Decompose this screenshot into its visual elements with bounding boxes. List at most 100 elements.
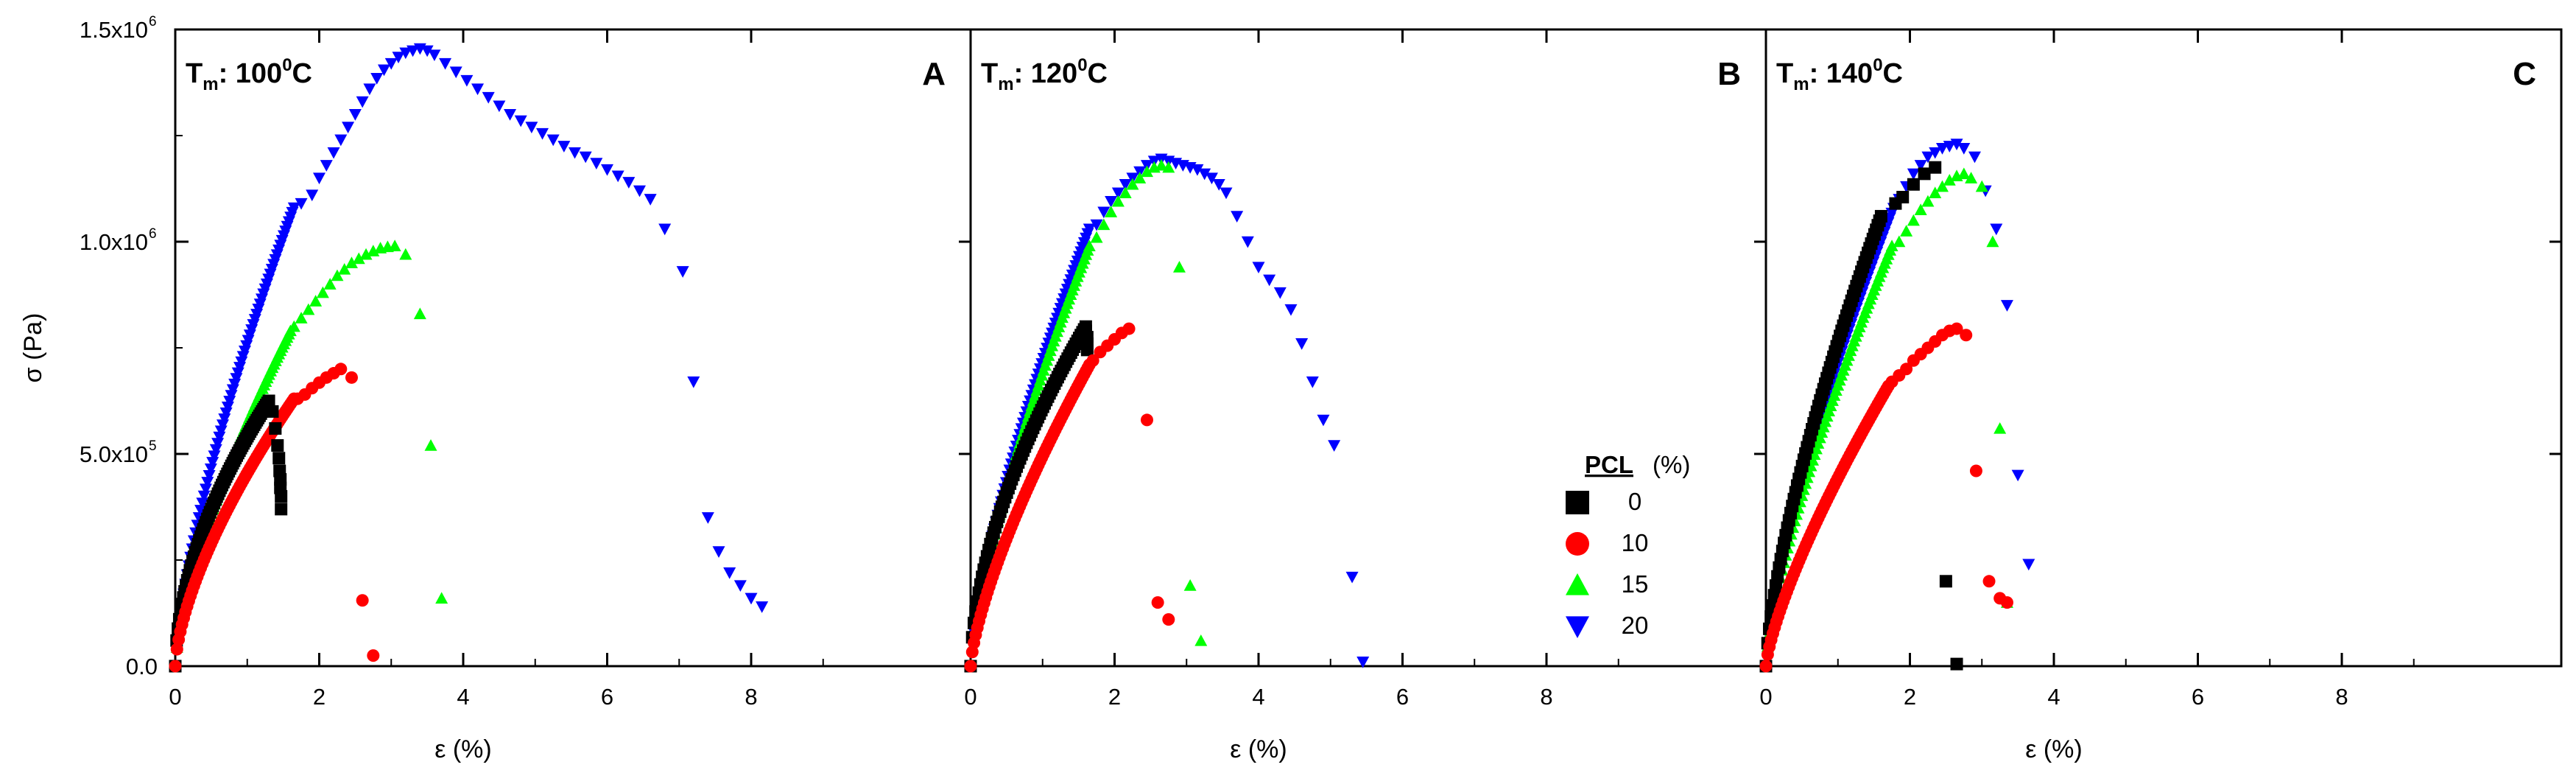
data-point-pcl15 — [338, 262, 351, 275]
data-point-pcl15 — [1957, 167, 1971, 180]
data-point-pcl20 — [439, 57, 452, 70]
data-point-pcl10 — [2000, 596, 2013, 609]
data-point-pcl15-band — [1083, 239, 1096, 251]
data-point-pcl15 — [1893, 235, 1906, 248]
x-tick-label: 8 — [1540, 684, 1552, 710]
x-axis-label: ε (%) — [1230, 735, 1287, 763]
data-point-pcl20 — [392, 52, 405, 63]
data-point-pcl10 — [1086, 354, 1099, 367]
x-tick-label: 4 — [1252, 684, 1264, 710]
data-point-pcl20 — [1220, 187, 1233, 200]
data-point-pcl15 — [1183, 579, 1197, 591]
data-point-pcl20 — [384, 57, 398, 70]
data-point-pcl15 — [1935, 180, 1949, 192]
data-point-pcl20 — [1241, 236, 1254, 248]
temperature-label-part: : 140 — [1809, 58, 1873, 89]
data-point-pcl10 — [1969, 464, 1982, 478]
data-point-pcl0 — [1080, 343, 1094, 357]
data-point-pcl20 — [1111, 187, 1125, 200]
data-point-pcl20 — [295, 197, 308, 210]
data-point-pcl20 — [644, 194, 657, 206]
data-point-pcl15 — [323, 278, 337, 290]
data-point-pcl20-band — [287, 202, 300, 214]
x-tick-label: 0 — [964, 684, 976, 710]
data-point-pcl15 — [1105, 206, 1118, 217]
data-point-pcl0-band — [1874, 209, 1887, 223]
data-point-pcl20 — [1306, 376, 1319, 388]
data-point-pcl20 — [1119, 179, 1132, 191]
data-point-pcl20 — [1205, 172, 1218, 185]
data-point-pcl15 — [331, 269, 344, 281]
data-point-pcl15 — [1097, 218, 1111, 231]
data-point-pcl20 — [579, 151, 592, 164]
data-point-pcl10-band — [169, 660, 182, 673]
temperature-label-part: m — [1793, 74, 1809, 94]
y-tick-label-exponent: 6 — [149, 14, 157, 29]
data-point-pcl0 — [1939, 575, 1952, 588]
data-point-pcl10-band — [964, 660, 977, 673]
data-point-pcl20 — [622, 177, 636, 189]
data-point-pcl20 — [525, 122, 538, 133]
data-point-pcl15 — [1975, 180, 1988, 192]
legend-label: 15 — [1622, 570, 1649, 598]
data-point-pcl20 — [712, 546, 725, 558]
data-point-pcl20-band — [208, 450, 221, 463]
temperature-label-part: T — [981, 58, 998, 89]
data-point-pcl20 — [1907, 168, 1920, 181]
data-point-pcl0 — [269, 422, 282, 435]
data-point-pcl15 — [1965, 172, 1978, 183]
data-marks-layer — [169, 43, 2035, 673]
legend-marker-pcl20 — [1566, 616, 1589, 638]
data-point-pcl20 — [407, 45, 420, 57]
data-point-pcl0 — [272, 452, 286, 465]
data-point-pcl15 — [309, 295, 323, 307]
data-point-pcl15 — [1986, 235, 1999, 248]
data-point-pcl15 — [1914, 203, 1927, 216]
data-point-pcl20 — [546, 134, 560, 147]
data-point-pcl0 — [1918, 167, 1931, 181]
x-tick-label: 6 — [2192, 684, 2204, 710]
data-point-pcl0 — [1907, 178, 1920, 191]
data-point-pcl15 — [367, 245, 380, 256]
data-point-pcl15 — [1900, 225, 1913, 237]
data-point-pcl10 — [334, 363, 348, 376]
data-point-pcl20 — [756, 601, 769, 613]
data-point-pcl10 — [1982, 575, 1996, 588]
legend-label: 10 — [1622, 529, 1649, 556]
data-point-pcl15 — [1943, 173, 1956, 186]
data-point-pcl20 — [1252, 262, 1265, 274]
data-point-pcl15 — [316, 286, 329, 298]
data-point-pcl20 — [1943, 141, 1956, 153]
data-point-pcl20 — [471, 83, 485, 96]
legend-marker-pcl10 — [1566, 532, 1589, 556]
temperature-label-part: : 100 — [219, 58, 283, 89]
data-point-pcl20 — [1968, 151, 1981, 164]
data-point-pcl20 — [1914, 160, 1927, 172]
data-point-pcl20-band — [209, 444, 222, 456]
panel-letter: A — [922, 56, 946, 92]
data-point-pcl20 — [658, 223, 672, 236]
y-tick-label: 1.0x10 — [80, 229, 148, 255]
data-point-pcl10-band — [170, 643, 183, 656]
data-point-pcl20 — [611, 170, 624, 183]
temperature-label-part: 0 — [282, 55, 292, 75]
data-point-pcl15-band — [1885, 239, 1898, 251]
x-tick-label: 4 — [2047, 684, 2060, 710]
temperature-label-part: T — [186, 58, 203, 89]
data-point-pcl20 — [1198, 168, 1211, 181]
data-point-pcl15 — [1140, 165, 1153, 178]
legend-marker-pcl0 — [1566, 491, 1589, 514]
data-point-pcl20 — [1191, 164, 1204, 176]
data-point-pcl20 — [1231, 211, 1244, 223]
data-point-pcl20 — [557, 141, 571, 153]
data-point-pcl20 — [745, 592, 758, 605]
temperature-label: Tm: 1400C — [1776, 55, 1903, 94]
panel-letter: C — [2513, 56, 2536, 92]
y-tick-label: 0.0 — [126, 654, 158, 679]
data-point-pcl0 — [275, 490, 288, 503]
data-point-pcl15 — [1090, 231, 1103, 243]
data-point-pcl20-band — [214, 425, 228, 438]
legend-label: 0 — [1628, 488, 1641, 515]
data-point-pcl20-band — [1083, 223, 1096, 236]
temperature-label-part: : 120 — [1014, 58, 1078, 89]
